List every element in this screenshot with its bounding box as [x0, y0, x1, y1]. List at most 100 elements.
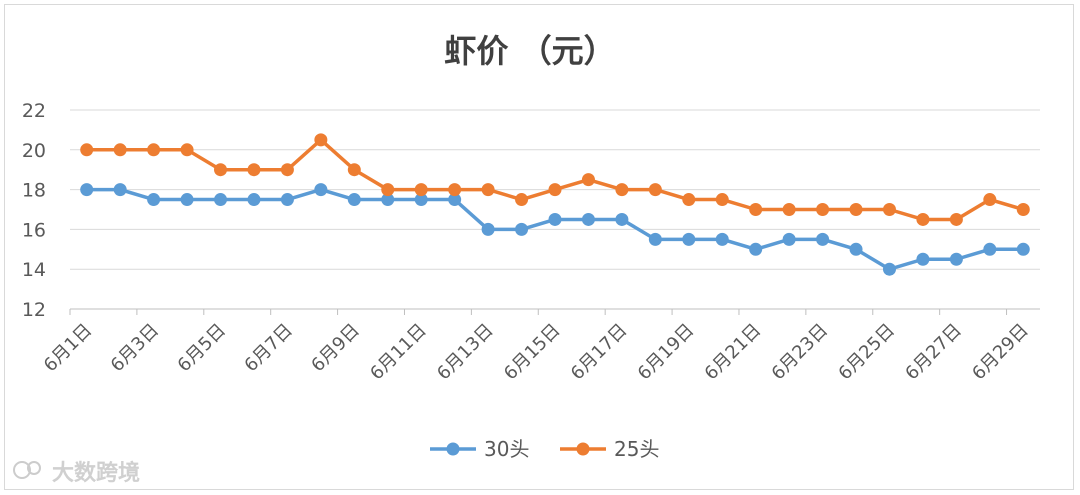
data-point [682, 193, 696, 207]
series-line [86, 138, 1024, 222]
data-point [983, 242, 997, 256]
data-point [782, 232, 796, 246]
data-point [648, 232, 662, 246]
data-point [648, 183, 662, 197]
data-point [247, 163, 261, 177]
data-point [481, 222, 495, 236]
x-tick-label: 6月17日 [567, 320, 632, 385]
data-point [515, 193, 529, 207]
data-point [314, 133, 328, 147]
data-point [749, 203, 763, 216]
y-tick-labels: 12 14 16 18 20 22 [22, 100, 46, 321]
legend-label: 30头 [484, 437, 529, 461]
data-point [180, 143, 194, 157]
watermark-logo-icon-inner [27, 461, 41, 475]
legend-swatch-marker [446, 442, 460, 456]
x-tick-label: 6月11日 [366, 320, 431, 385]
legend-item: 25头 [560, 437, 659, 461]
watermark-logo-icon [13, 461, 31, 479]
data-point [715, 193, 729, 207]
x-tick-label: 6月25日 [834, 320, 899, 385]
x-tick-label: 6月13日 [433, 320, 498, 385]
legend: 30头 25头 [430, 437, 659, 461]
x-tick-label: 6月29日 [968, 320, 1033, 385]
data-point [615, 212, 629, 226]
y-tick-label: 22 [22, 100, 46, 122]
data-point [749, 242, 763, 256]
x-tick-label: 6月9日 [307, 320, 364, 377]
data-point [113, 183, 127, 197]
y-tick-label: 12 [22, 299, 46, 321]
data-point [581, 212, 595, 226]
legend-swatch-marker [576, 442, 590, 456]
data-point [715, 232, 729, 246]
data-point [414, 183, 428, 197]
data-point [80, 183, 94, 197]
data-point [381, 193, 395, 207]
x-tick-label: 6月21日 [701, 320, 766, 385]
watermark-text: 大数跨境 [52, 460, 140, 486]
x-tick-label: 6月7日 [240, 320, 297, 377]
data-point [314, 183, 328, 197]
watermark: 大数跨境 [13, 460, 140, 486]
y-tick-label: 18 [22, 180, 46, 202]
series-0 [80, 183, 1030, 276]
x-tick-label: 6月23日 [768, 320, 833, 385]
data-point [147, 193, 161, 207]
data-point [280, 163, 294, 177]
data-point [916, 212, 930, 226]
x-tick-label: 6月27日 [901, 320, 966, 385]
data-point [849, 242, 863, 256]
data-point [1016, 203, 1030, 216]
data-point [113, 143, 127, 157]
x-tick-labels: 6月1日 6月3日 6月5日 6月7日 6月9日 6月11日 6月13日 6月15日 6月17日… [40, 320, 1033, 385]
chart-frame [4, 4, 1074, 490]
series-group [80, 133, 1030, 276]
x-axis [69, 308, 1040, 315]
y-tick-label: 14 [22, 259, 46, 281]
data-point [849, 203, 863, 216]
series-1 [80, 133, 1030, 226]
data-point [180, 193, 194, 207]
legend-item: 30头 [430, 437, 529, 461]
data-point [816, 203, 830, 216]
y-tick-label: 16 [22, 219, 46, 241]
data-point [481, 183, 495, 197]
data-point [983, 193, 997, 207]
data-point [147, 143, 161, 157]
data-point [816, 232, 830, 246]
x-tick-label: 6月1日 [40, 320, 97, 377]
data-point [916, 252, 930, 266]
data-point [548, 183, 562, 197]
data-point [882, 262, 896, 276]
data-point [782, 203, 796, 216]
data-point [581, 173, 595, 187]
data-point [949, 212, 963, 226]
data-point [247, 193, 261, 207]
chart-title: 虾价 （元） [444, 32, 615, 70]
x-tick-label: 6月5日 [174, 320, 231, 377]
data-point [515, 222, 529, 236]
data-point [448, 193, 462, 207]
gridlines [70, 109, 1040, 270]
x-tick-label: 6月19日 [634, 320, 699, 385]
data-point [347, 163, 361, 177]
data-point [615, 183, 629, 197]
y-tick-label: 20 [22, 140, 46, 162]
data-point [347, 193, 361, 207]
data-point [214, 193, 228, 207]
legend-label: 25头 [614, 437, 659, 461]
data-point [381, 183, 395, 197]
x-tick-label: 6月15日 [500, 320, 565, 385]
data-point [1016, 242, 1030, 256]
data-point [682, 232, 696, 246]
data-point [214, 163, 228, 177]
data-point [548, 212, 562, 226]
data-point [448, 183, 462, 197]
data-point [280, 193, 294, 207]
data-point [882, 203, 896, 216]
data-point [80, 143, 94, 157]
x-tick-label: 6月3日 [107, 320, 164, 377]
data-point [414, 193, 428, 207]
